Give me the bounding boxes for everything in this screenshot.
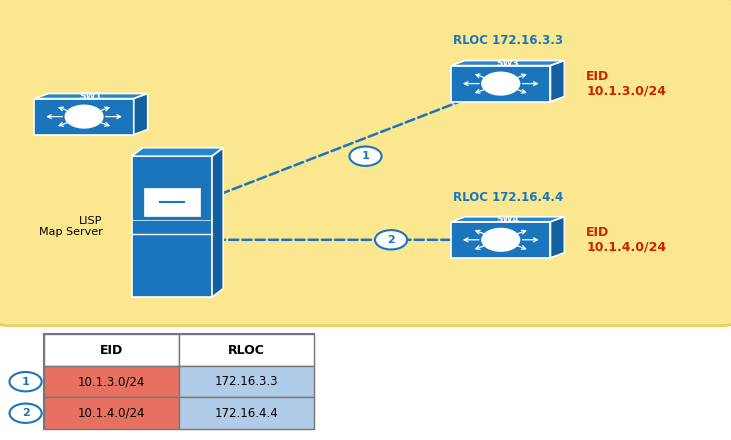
Text: EID
10.1.4.0/24: EID 10.1.4.0/24: [586, 226, 667, 254]
Text: RLOC 172.16.3.3: RLOC 172.16.3.3: [452, 34, 563, 48]
Text: 2: 2: [22, 408, 29, 418]
Polygon shape: [451, 217, 564, 222]
FancyBboxPatch shape: [179, 334, 314, 366]
Polygon shape: [212, 148, 223, 297]
Text: RLOC 172.16.4.4: RLOC 172.16.4.4: [452, 191, 563, 204]
FancyBboxPatch shape: [44, 366, 179, 397]
FancyBboxPatch shape: [179, 366, 314, 397]
Text: EID
10.1.3.0/24: EID 10.1.3.0/24: [586, 70, 666, 98]
FancyBboxPatch shape: [44, 334, 314, 429]
Circle shape: [482, 72, 520, 95]
FancyBboxPatch shape: [44, 397, 179, 429]
Polygon shape: [134, 94, 148, 135]
Polygon shape: [451, 61, 564, 66]
Polygon shape: [132, 148, 223, 156]
Text: SW3: SW3: [496, 59, 519, 68]
Text: 1: 1: [362, 151, 369, 161]
Text: RLOC: RLOC: [228, 344, 265, 357]
Circle shape: [375, 230, 407, 249]
Circle shape: [10, 403, 42, 423]
Polygon shape: [34, 99, 134, 135]
Text: LISP
Map Server: LISP Map Server: [39, 216, 102, 238]
Polygon shape: [451, 222, 550, 258]
Text: 172.16.3.3: 172.16.3.3: [215, 375, 279, 388]
Text: 10.1.4.0/24: 10.1.4.0/24: [77, 407, 145, 420]
Polygon shape: [550, 217, 564, 258]
Text: SW1: SW1: [80, 92, 102, 101]
Circle shape: [65, 105, 103, 128]
FancyBboxPatch shape: [179, 397, 314, 429]
Text: SW4: SW4: [496, 215, 519, 224]
Circle shape: [10, 372, 42, 392]
Text: 172.16.4.4: 172.16.4.4: [215, 407, 279, 420]
FancyBboxPatch shape: [0, 0, 731, 326]
FancyBboxPatch shape: [44, 334, 179, 366]
Polygon shape: [132, 156, 212, 297]
Polygon shape: [550, 61, 564, 102]
Polygon shape: [451, 66, 550, 102]
Text: 10.1.3.0/24: 10.1.3.0/24: [77, 375, 145, 388]
Circle shape: [349, 147, 382, 166]
FancyBboxPatch shape: [143, 188, 200, 216]
Circle shape: [482, 228, 520, 251]
Text: 1: 1: [22, 377, 29, 387]
Text: 2: 2: [387, 235, 395, 245]
Polygon shape: [34, 94, 148, 99]
Text: EID: EID: [100, 344, 123, 357]
